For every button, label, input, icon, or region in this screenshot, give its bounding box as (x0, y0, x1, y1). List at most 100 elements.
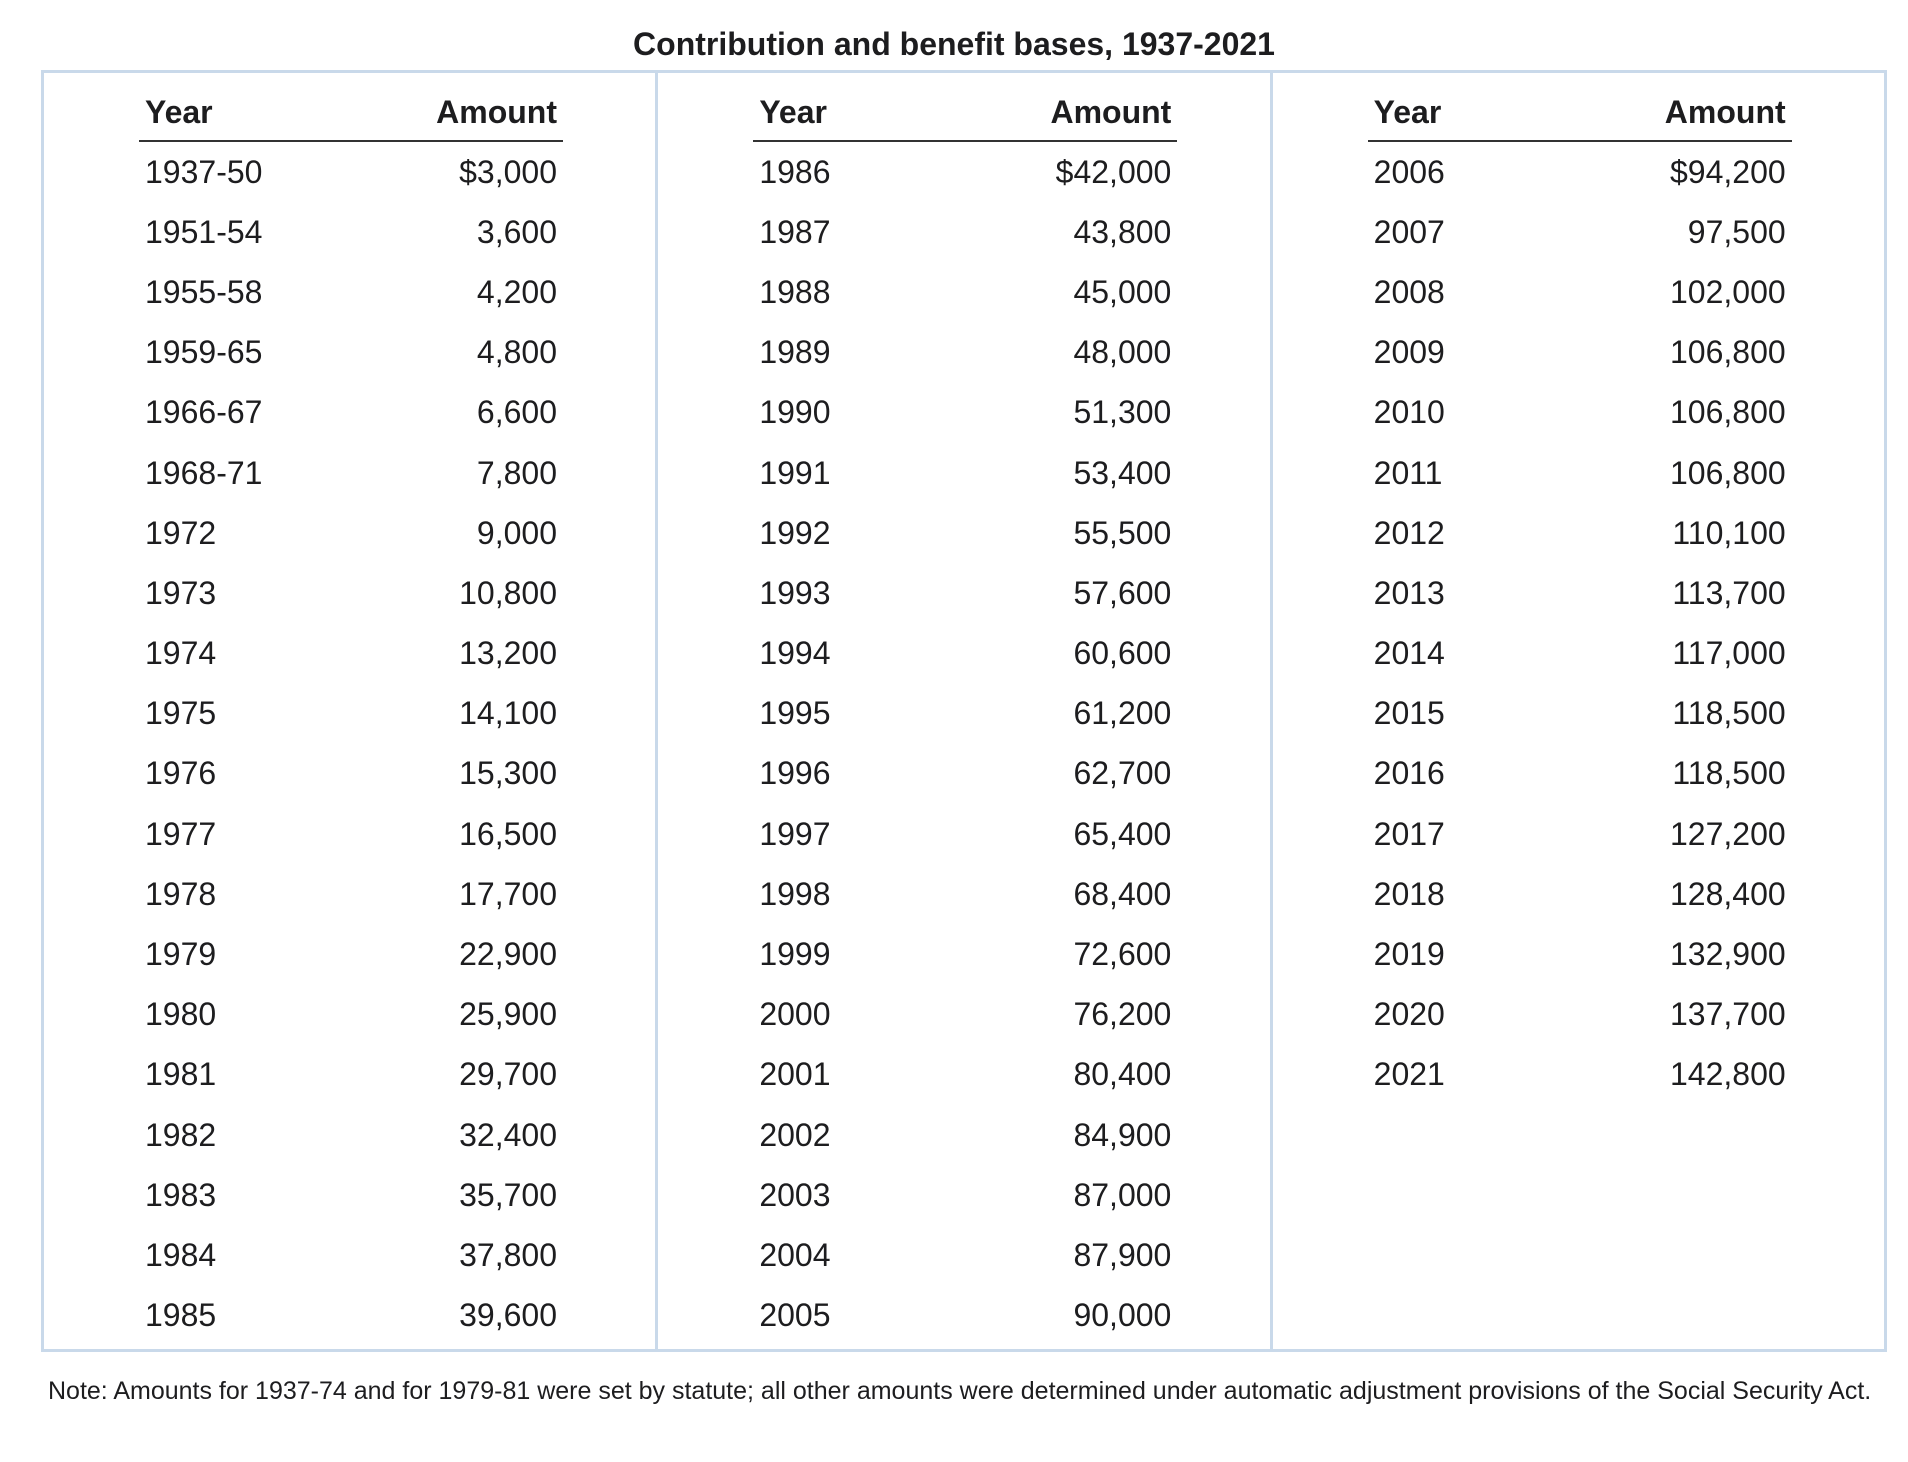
year-cell: 1955-58 (145, 273, 263, 310)
amount-cell: 51,300 (1073, 394, 1172, 431)
amount-cell: 53,400 (1073, 454, 1172, 491)
amount-cell: 17,700 (459, 875, 557, 912)
table-row: 1993 57,600 (753, 563, 1177, 623)
amount-cell: 113,700 (1672, 574, 1786, 611)
year-cell: 1966-67 (145, 394, 263, 431)
table-row: 2016 118,500 (1368, 744, 1792, 804)
table-row: 2014 117,000 (1368, 624, 1792, 684)
table-row: 1937-50 $3,000 (139, 142, 563, 202)
year-cell: 1937-50 (145, 153, 263, 190)
year-cell: 1959-65 (145, 334, 263, 371)
table-row: 1983 35,700 (139, 1165, 563, 1225)
year-cell: 2005 (759, 1297, 831, 1334)
year-cell: 2006 (1373, 153, 1445, 190)
amount-cell: 90,000 (1073, 1297, 1172, 1334)
table-row: 2020 137,700 (1368, 985, 1792, 1045)
year-cell: 2003 (759, 1176, 831, 1213)
year-cell: 2019 (1373, 936, 1445, 973)
year-cell: 1998 (759, 875, 831, 912)
table-row: 2009 106,800 (1368, 323, 1792, 383)
table-row: 1996 62,700 (753, 744, 1177, 804)
amount-cell: 106,800 (1669, 334, 1786, 371)
year-cell: 2004 (759, 1236, 831, 1273)
table-row: 2006 $94,200 (1368, 142, 1792, 202)
amount-column-header: Amount (1664, 94, 1786, 130)
amount-cell: 87,900 (1073, 1236, 1172, 1273)
table-row: 2011 106,800 (1368, 443, 1792, 503)
amount-cell: 45,000 (1073, 273, 1172, 310)
year-cell: 1984 (145, 1236, 217, 1273)
table-row: 1955-58 4,200 (139, 262, 563, 322)
year-cell: 1992 (759, 514, 831, 551)
table-row: 1997 65,400 (753, 804, 1177, 864)
amount-cell: 48,000 (1073, 334, 1172, 371)
table-panel: Year Amount 1937-50 $3,000 1951-54 3,600 195… (44, 73, 655, 1349)
table-row: 2018 128,400 (1368, 864, 1792, 924)
table-row: 1980 25,900 (139, 985, 563, 1045)
table-header: Year Amount (1367, 73, 1792, 142)
amount-cell: 32,400 (459, 1116, 557, 1153)
table-row: 2002 84,900 (753, 1105, 1177, 1165)
year-cell: 2000 (759, 996, 831, 1033)
year-cell: 2021 (1373, 1056, 1445, 1093)
table-row: 2015 118,500 (1368, 684, 1792, 744)
amount-cell: 35,700 (459, 1176, 557, 1213)
table-row: 1978 17,700 (139, 864, 563, 924)
table-title: Contribution and benefit bases, 1937-202… (633, 26, 1275, 62)
amount-cell: 57,600 (1073, 574, 1172, 611)
table-row: 2013 113,700 (1368, 563, 1792, 623)
amount-cell: 132,900 (1669, 936, 1786, 973)
table-row: 1990 51,300 (753, 383, 1177, 443)
amount-cell: $94,200 (1669, 153, 1786, 190)
table-row: 2001 80,400 (753, 1045, 1177, 1105)
table-row: 1973 10,800 (139, 563, 563, 623)
table-body: 1937-50 $3,000 1951-54 3,600 1955-58 4,200 195… (139, 142, 563, 1346)
amount-cell: 14,100 (459, 695, 557, 732)
amount-column-header: Amount (436, 94, 557, 130)
amount-cell: 117,000 (1672, 635, 1786, 672)
amount-cell: $3,000 (459, 153, 557, 190)
year-cell: 2020 (1373, 996, 1445, 1033)
amount-cell: 87,000 (1073, 1176, 1172, 1213)
table-row: 2008 102,000 (1368, 262, 1792, 322)
table-row: 2017 127,200 (1368, 804, 1792, 864)
year-cell: 1973 (145, 574, 217, 611)
table-header: Year Amount (139, 73, 563, 142)
amount-cell: 60,600 (1073, 635, 1172, 672)
amount-cell: 37,800 (459, 1236, 557, 1273)
amount-cell: 22,900 (459, 936, 557, 973)
panel-inner: Year Amount 1937-50 $3,000 1951-54 3,600 195… (139, 73, 563, 1346)
amount-cell: 43,800 (1073, 213, 1172, 250)
table-row: 2021 142,800 (1368, 1045, 1792, 1105)
table-body: 1986 $42,000 1987 43,800 1988 45,000 1989 48,00… (753, 142, 1177, 1346)
table-row: 1977 16,500 (139, 804, 563, 864)
amount-cell: 127,200 (1669, 815, 1786, 852)
year-cell: 2007 (1373, 213, 1445, 250)
amount-cell: 6,600 (476, 394, 557, 431)
table-row: 1959-65 4,800 (139, 323, 563, 383)
year-cell: 1993 (759, 574, 831, 611)
table-row: 1991 53,400 (753, 443, 1177, 503)
year-column-header: Year (1373, 94, 1442, 130)
year-cell: 1990 (759, 394, 831, 431)
amount-cell: 106,800 (1669, 454, 1786, 491)
amount-cell: 110,100 (1672, 514, 1786, 551)
year-cell: 1994 (759, 635, 831, 672)
table-panel: Year Amount 1986 $42,000 1987 43,800 1988 45,… (655, 73, 1269, 1349)
table-row: 1994 60,600 (753, 624, 1177, 684)
table-row: 1984 37,800 (139, 1225, 563, 1285)
year-cell: 1991 (759, 454, 831, 491)
table-row: 1975 14,100 (139, 684, 563, 744)
amount-cell: 106,800 (1669, 394, 1786, 431)
year-cell: 1982 (145, 1116, 217, 1153)
year-cell: 1997 (759, 815, 831, 852)
amount-cell: 16,500 (459, 815, 557, 852)
year-cell: 1975 (145, 695, 217, 732)
amount-cell: 128,400 (1669, 875, 1786, 912)
year-cell: 1989 (759, 334, 831, 371)
amount-cell: 142,800 (1669, 1056, 1786, 1093)
amount-cell: 65,400 (1073, 815, 1172, 852)
year-cell: 1985 (145, 1297, 217, 1334)
table-row: 2010 106,800 (1368, 383, 1792, 443)
amount-cell: 13,200 (459, 635, 557, 672)
